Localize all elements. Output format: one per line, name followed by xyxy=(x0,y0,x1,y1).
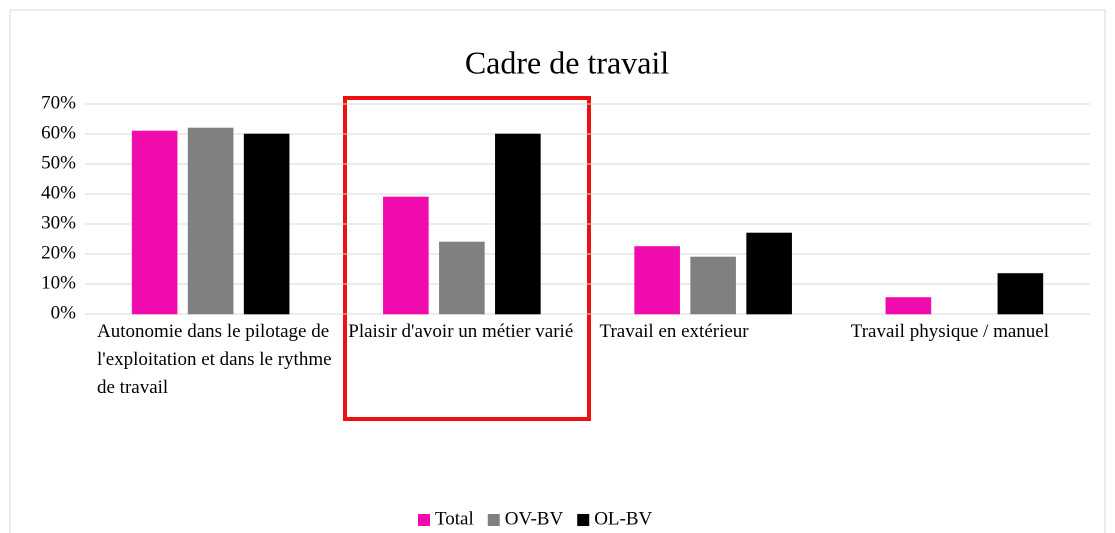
legend-swatch xyxy=(487,514,500,526)
bar xyxy=(439,241,485,315)
bar xyxy=(495,133,541,315)
x-tick-label: Travail en extérieur xyxy=(599,321,749,342)
x-tick-label: Plaisir d'avoir un métier varié xyxy=(348,321,574,342)
bar xyxy=(690,256,736,315)
highlight-box xyxy=(343,96,591,421)
bar xyxy=(383,196,429,315)
x-tick-label: Travail physique / manuel xyxy=(850,321,1049,342)
y-tick-label: 0% xyxy=(51,302,77,323)
bar xyxy=(243,133,290,315)
y-tick-label: 30% xyxy=(41,212,76,233)
chart-title: Cadre de travail xyxy=(465,44,669,80)
bar xyxy=(634,246,680,315)
y-tick-label: 60% xyxy=(41,122,76,143)
y-tick-label: 40% xyxy=(41,182,76,203)
bar xyxy=(746,232,792,315)
y-tick-label: 70% xyxy=(41,92,76,113)
bar xyxy=(131,130,178,315)
legend-label: OL-BV xyxy=(594,508,652,529)
y-tick-label: 50% xyxy=(41,152,76,173)
legend-label: OV-BV xyxy=(505,508,564,529)
legend-swatch xyxy=(577,514,590,526)
legend-label: Total xyxy=(435,508,474,529)
bar xyxy=(997,273,1044,315)
legend-swatch xyxy=(418,514,430,526)
y-tick-label: 20% xyxy=(41,242,76,263)
y-tick-label: 10% xyxy=(41,272,76,293)
x-tick-label: Autonomie dans le pilotage de l'exploita… xyxy=(97,321,332,398)
bar xyxy=(885,297,932,315)
bar xyxy=(187,127,234,315)
chart-border xyxy=(9,9,1106,533)
